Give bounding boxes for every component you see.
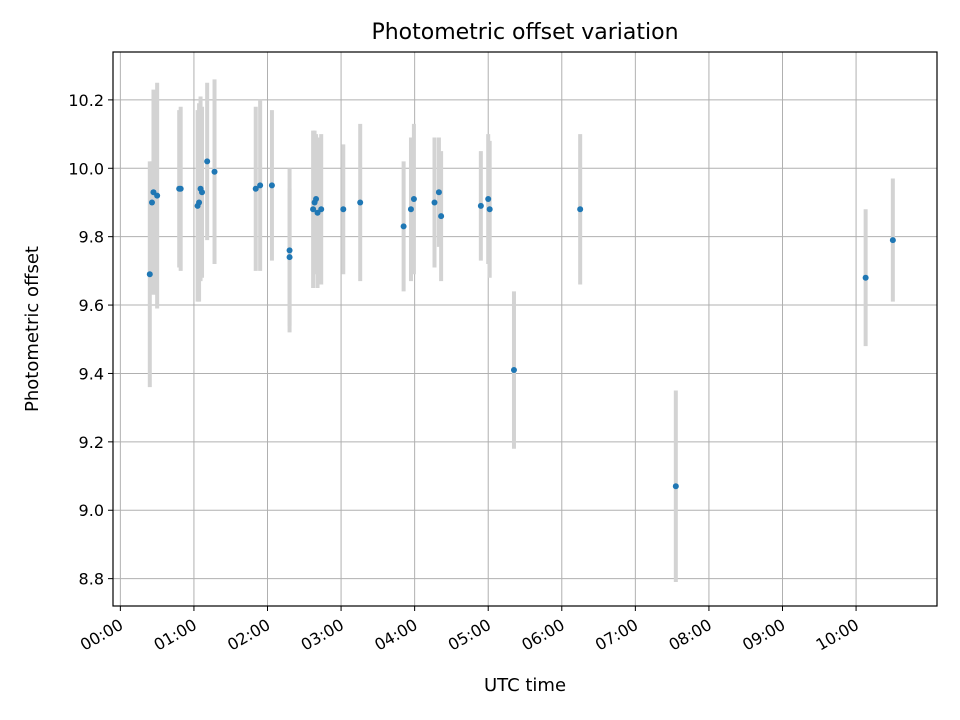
chart-title: Photometric offset variation [371,20,678,45]
data-point [176,185,183,192]
data-point [438,213,445,220]
y-tick-label: 9.2 [79,433,104,452]
data-point [257,182,264,189]
y-tick-label: 10.2 [68,91,104,110]
data-points [146,158,896,490]
data-point [146,271,153,278]
data-point [196,199,203,206]
y-tick-label: 9.4 [79,364,104,383]
data-point [862,274,869,281]
data-point [510,367,517,374]
data-point [310,206,317,213]
y-tick-label: 8.8 [79,570,104,589]
y-tick-label: 9.0 [79,501,104,520]
data-point [286,247,293,254]
data-point [252,185,259,192]
data-point [211,168,218,175]
data-point [486,206,493,213]
data-point [199,189,206,196]
data-point [286,254,293,261]
data-point [340,206,347,213]
data-point [154,192,161,199]
data-point [357,199,364,206]
data-point [431,199,438,206]
x-axis-label: UTC time [484,675,566,696]
data-point [672,483,679,490]
data-point [477,202,484,209]
data-point [889,237,896,244]
data-point [410,196,417,203]
data-point [435,189,442,196]
y-tick-label: 9.8 [79,228,104,247]
data-point [577,206,584,213]
data-point [318,206,325,213]
data-point [407,206,414,213]
data-point [268,182,275,189]
y-tick-label: 9.6 [79,296,104,315]
data-point [204,158,211,165]
y-axis: 8.8 9.0 9.2 9.4 9.6 9.8 10.0 10.2 [68,91,113,589]
data-point [400,223,407,230]
y-axis-label: Photometric offset [22,246,43,412]
y-tick-label: 10.0 [68,159,104,178]
data-point [148,199,155,206]
data-point [313,196,320,203]
plot-frame [112,51,938,607]
data-point [485,196,492,203]
